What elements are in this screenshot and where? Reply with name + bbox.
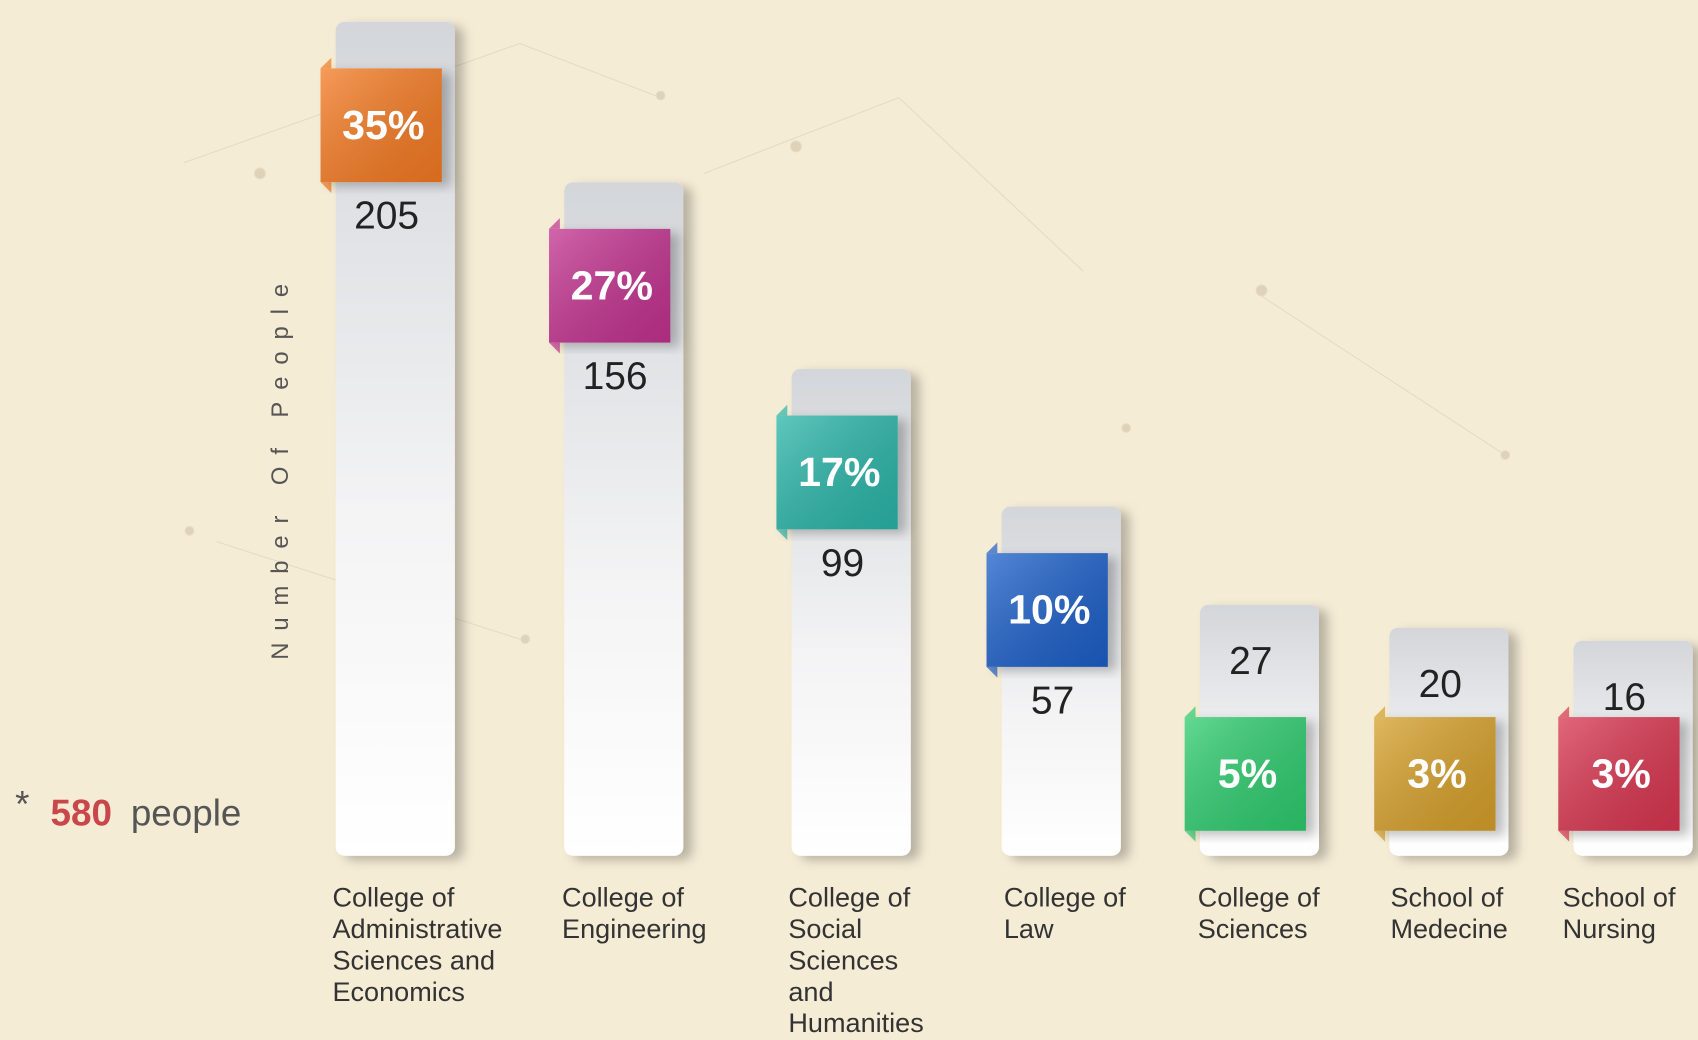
share-label: 27%	[571, 262, 653, 308]
tag-fold	[987, 542, 998, 553]
tag-fold	[987, 667, 998, 678]
value-label: 20	[1419, 663, 1462, 706]
category-label-box: College of Sciences	[1198, 883, 1350, 1040]
value-label: 16	[1603, 676, 1646, 719]
category-label-box: School of Nursing	[1563, 883, 1698, 1040]
tag-fold	[1558, 831, 1569, 842]
page: Number Of People * 580 people 35% 205 Coll…	[0, 0, 1698, 1040]
share-label: 17%	[798, 449, 880, 495]
chart: Number Of People * 580 people 35% 205 Coll…	[0, 0, 1698, 1040]
note-unit: people	[131, 792, 242, 833]
tag-fold	[776, 405, 787, 416]
tag-fold	[1558, 706, 1569, 717]
note-total: 580	[51, 792, 112, 833]
value-label: 156	[583, 355, 648, 398]
value-label: 99	[821, 542, 864, 585]
tag-fold	[776, 529, 787, 540]
category-label: School of Medecine	[1390, 883, 1531, 946]
category-label: College of Sciences	[1198, 883, 1350, 946]
value-label: 27	[1229, 640, 1272, 683]
share-label: 3%	[1591, 750, 1650, 796]
category-label: College of Administrative Sciences and E…	[332, 883, 527, 1009]
note: * 580 people	[15, 784, 241, 834]
tag-fold	[1374, 706, 1385, 717]
share-label: 5%	[1218, 750, 1277, 796]
tag-fold	[1185, 831, 1196, 842]
tag-fold	[321, 58, 332, 69]
category-label: School of Nursing	[1563, 883, 1698, 946]
category-label: College of Social Sciences and Humanitie…	[788, 883, 940, 1040]
y-axis-label: Number Of People	[267, 272, 294, 660]
tag-fold	[1374, 831, 1385, 842]
tag-fold	[1185, 706, 1196, 717]
value-label: 57	[1031, 679, 1074, 722]
category-label-box: College of Administrative Sciences and E…	[332, 883, 527, 1040]
tag-fold	[549, 343, 560, 354]
share-label: 3%	[1407, 750, 1466, 796]
share-label: 35%	[342, 102, 424, 148]
category-label: College of Law	[1004, 883, 1156, 946]
value-label: 205	[354, 195, 419, 238]
share-label: 10%	[1008, 587, 1090, 633]
category-label-box: College of Engineering	[562, 883, 724, 1040]
tag-fold	[549, 218, 560, 229]
tag-fold	[321, 182, 332, 193]
category-label-box: College of Law	[1004, 883, 1156, 1040]
note-marker: *	[15, 784, 29, 825]
category-label-box: College of Social Sciences and Humanitie…	[788, 883, 940, 1040]
category-label-box: School of Medecine	[1390, 883, 1531, 1040]
category-label: College of Engineering	[562, 883, 724, 946]
